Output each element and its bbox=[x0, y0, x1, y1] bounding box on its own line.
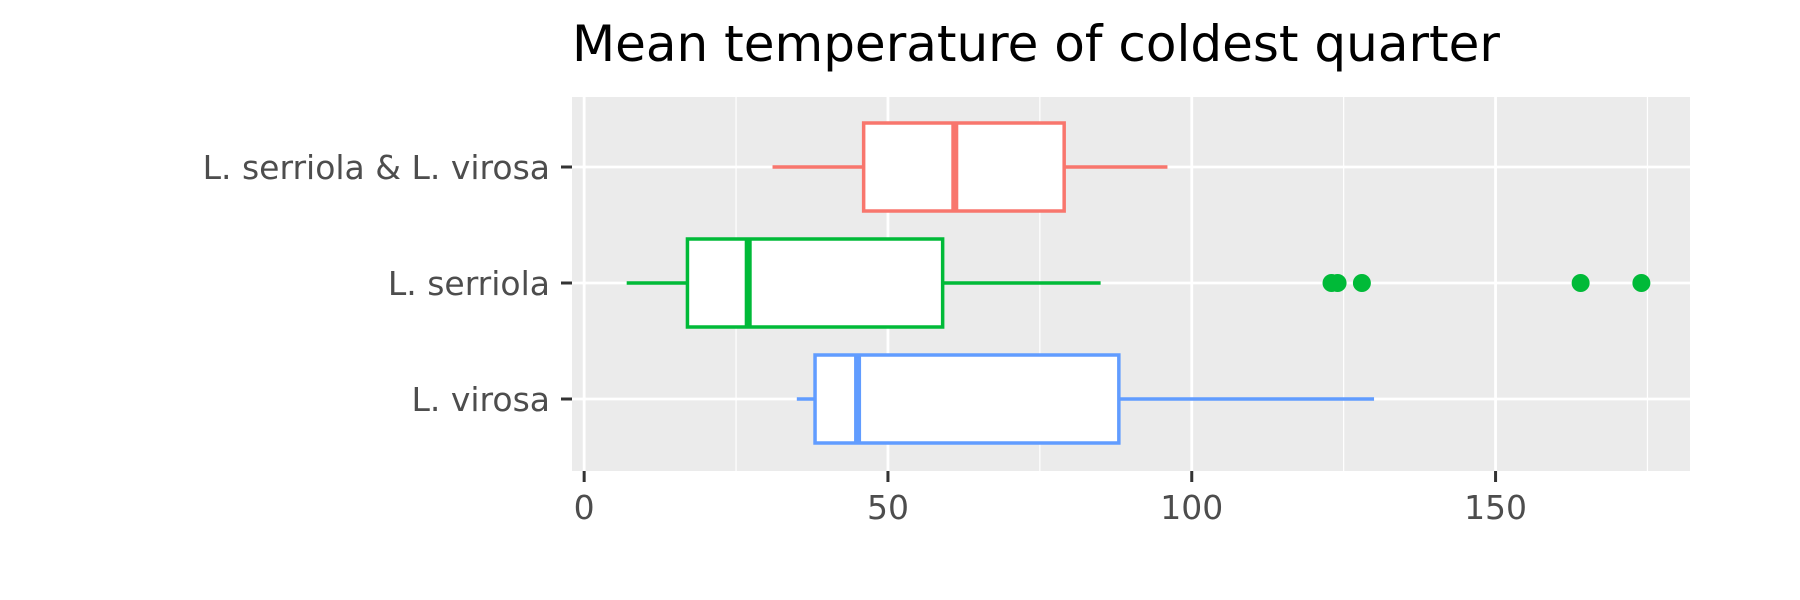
box-iqr bbox=[685, 237, 945, 329]
box-3 bbox=[796, 353, 1375, 445]
y-tick-label: L. serriola bbox=[388, 264, 550, 303]
box-1 bbox=[772, 121, 1168, 213]
x-tick-label: 0 bbox=[574, 488, 595, 527]
outlier-point bbox=[1352, 274, 1371, 292]
x-axis: 0 50 100 150 bbox=[574, 471, 1527, 527]
outlier-point bbox=[1328, 274, 1347, 292]
box-iqr bbox=[813, 353, 1121, 445]
y-axis: L. serriola & L. virosa L. serriola L. vir… bbox=[203, 148, 572, 419]
outlier-point bbox=[1571, 274, 1590, 292]
box-iqr bbox=[861, 121, 1066, 213]
x-tick-label: 100 bbox=[1160, 488, 1223, 527]
box-layer bbox=[626, 121, 1651, 445]
outlier-point bbox=[1632, 274, 1651, 292]
chart-title: Mean temperature of coldest quarter bbox=[572, 15, 1500, 73]
x-tick-label: 50 bbox=[867, 488, 909, 527]
y-tick-label: L. serriola & L. virosa bbox=[203, 148, 550, 187]
y-tick-label: L. virosa bbox=[411, 380, 550, 419]
x-tick-label: 150 bbox=[1464, 488, 1527, 527]
box-2 bbox=[626, 237, 1651, 329]
